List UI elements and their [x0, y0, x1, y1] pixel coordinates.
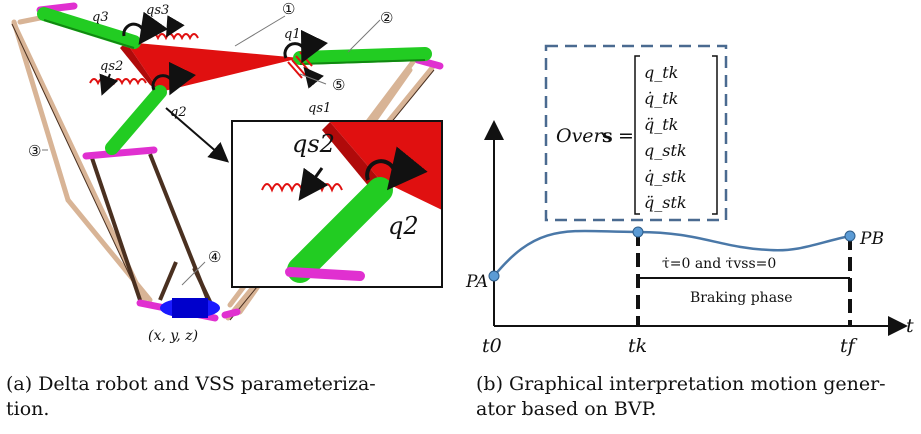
caption-b: (b) Graphical interpretation motion gene…	[476, 372, 921, 422]
label-tk: tk	[628, 335, 647, 357]
vector-entry: q̇_stk	[644, 167, 687, 186]
rotation-arrows	[122, 11, 328, 96]
braking-text: Braking phase	[690, 290, 793, 306]
label-tf: tf	[840, 335, 858, 357]
delta-robot-panel: q3 qs3 ① q1 ② qs2 ⑤ q2 qs1 ③ ④ (x, y, z)	[11, 0, 444, 344]
end-effector	[160, 298, 220, 318]
dashed-box	[544, 44, 728, 222]
point-pb	[844, 230, 856, 242]
label-n5: ⑤	[332, 76, 345, 94]
label-pb: PB	[859, 229, 884, 249]
box-eq-text: =	[618, 125, 634, 147]
zoom-inset: qs2 q2	[231, 120, 443, 288]
vector-entry: q_tk	[644, 63, 678, 82]
label-n3: ③	[28, 142, 41, 160]
label-t0: t0	[482, 335, 502, 357]
inset-label-qs2: qs2	[292, 130, 335, 158]
label-n4: ④	[208, 248, 221, 266]
label-qs2: qs2	[100, 59, 123, 74]
label-xyz: (x, y, z)	[148, 328, 198, 344]
label-q3: q3	[92, 10, 109, 25]
label-qs1: qs1	[308, 101, 331, 116]
caption-a-text: (a) Delta robot and VSS parameteriza- ti…	[6, 373, 376, 420]
vector-entry: q̇_tk	[644, 89, 678, 108]
condition-text: τ̇=0 and τ̇vss=0	[662, 256, 776, 272]
label-q1: q1	[284, 27, 301, 42]
caption-a: (a) Delta robot and VSS parameteriza- ti…	[6, 372, 456, 422]
label-t-axis: t	[906, 315, 914, 337]
label-pa: PA	[465, 272, 488, 292]
label-qs3: qs3	[146, 3, 169, 18]
box-over-text: Over	[556, 125, 605, 147]
point-tk	[632, 226, 644, 238]
point-pa	[488, 270, 500, 282]
inset-label-q2: q2	[388, 212, 419, 240]
label-n2: ②	[380, 9, 393, 27]
caption-b-text: (b) Graphical interpretation motion gene…	[476, 373, 886, 420]
vector-entry: q̈_tk	[644, 115, 678, 134]
motion-panel: Over s = q_tk q̇_tk q̈_tk q_stk q̇_stk q…	[465, 44, 914, 357]
motion-curve	[493, 229, 851, 277]
label-n1: ①	[282, 0, 295, 18]
vector-entry: q̈_stk	[644, 193, 687, 212]
vector-entry: q_stk	[644, 141, 687, 160]
box-s-text: s	[602, 125, 613, 147]
